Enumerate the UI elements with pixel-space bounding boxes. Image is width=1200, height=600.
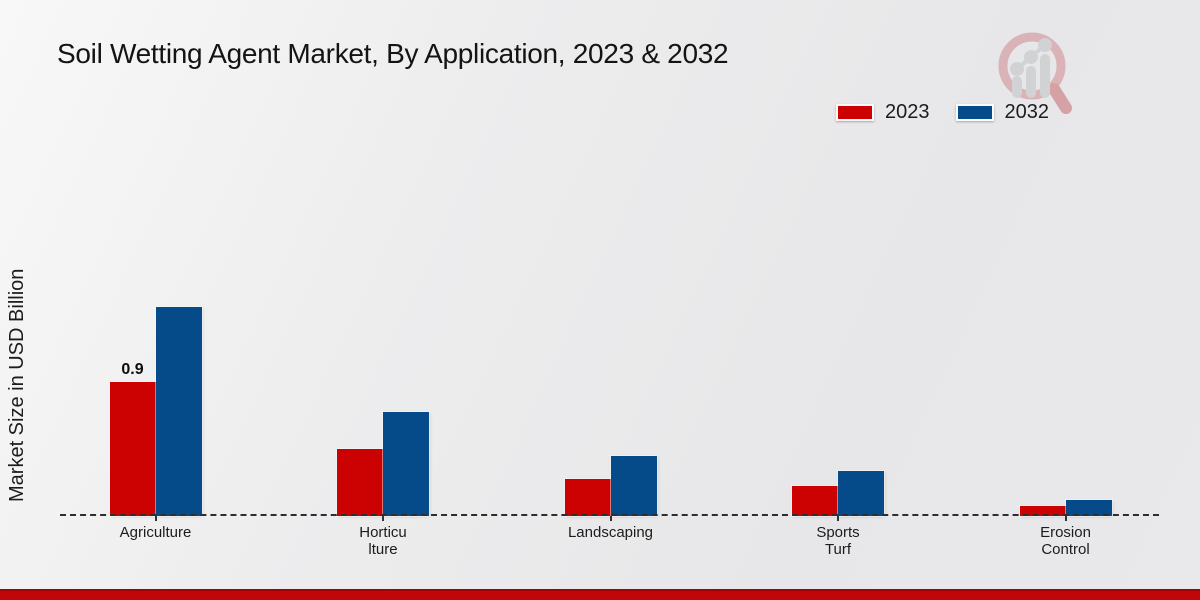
- market-research-magnifier-logo: [998, 32, 1072, 114]
- logo-bar-chart-icon: [1010, 38, 1052, 98]
- x-axis-tick-sports-turf: [837, 516, 839, 521]
- chart-title: Soil Wetting Agent Market, By Applicatio…: [57, 38, 729, 69]
- x-axis-label-horticulture: Horticu lture: [359, 524, 407, 558]
- x-axis-label-agriculture: Agriculture: [119, 524, 192, 541]
- legend: 2023 2032: [836, 101, 1049, 124]
- legend-item-2032: 2032: [955, 101, 1050, 124]
- bar-2023-landscaping: [564, 479, 611, 516]
- legend-label-2032: 2032: [1004, 101, 1050, 123]
- x-axis-label-landscaping: Landscaping: [567, 524, 654, 541]
- bar-2023-erosion-control: [1019, 506, 1066, 516]
- bar-2023-agriculture: [109, 382, 156, 516]
- bar-2032-erosion-control: [1065, 500, 1112, 516]
- bar-value-label: 0.9: [121, 361, 144, 378]
- bar-2023-horticulture: [337, 449, 383, 516]
- legend-label-2023: 2023: [885, 101, 930, 123]
- bar-2032-landscaping: [610, 456, 657, 516]
- legend-item-2023: 2023: [836, 101, 930, 124]
- x-axis-baseline: [60, 514, 1159, 516]
- legend-swatch-2023: [836, 104, 874, 121]
- bar-2032-horticulture: [383, 412, 429, 516]
- x-axis-label-sports-turf: Sports Turf: [816, 524, 860, 558]
- x-axis-tick-landscaping: [609, 516, 612, 521]
- x-axis-label-erosion-control: Erosion Control: [1040, 524, 1091, 558]
- legend-swatch-2032: [955, 104, 994, 121]
- bar-2032-agriculture: [155, 307, 202, 516]
- bar-2023-sports-turf: [792, 486, 838, 516]
- bar-2032-sports-turf: [838, 471, 884, 516]
- footer-accent-bar: [0, 589, 1200, 600]
- magnifier-handle-icon: [1048, 83, 1072, 114]
- x-axis-tick-horticulture: [382, 516, 384, 521]
- x-axis-tick-erosion-control: [1064, 516, 1067, 521]
- x-axis-tick-agriculture: [154, 516, 157, 521]
